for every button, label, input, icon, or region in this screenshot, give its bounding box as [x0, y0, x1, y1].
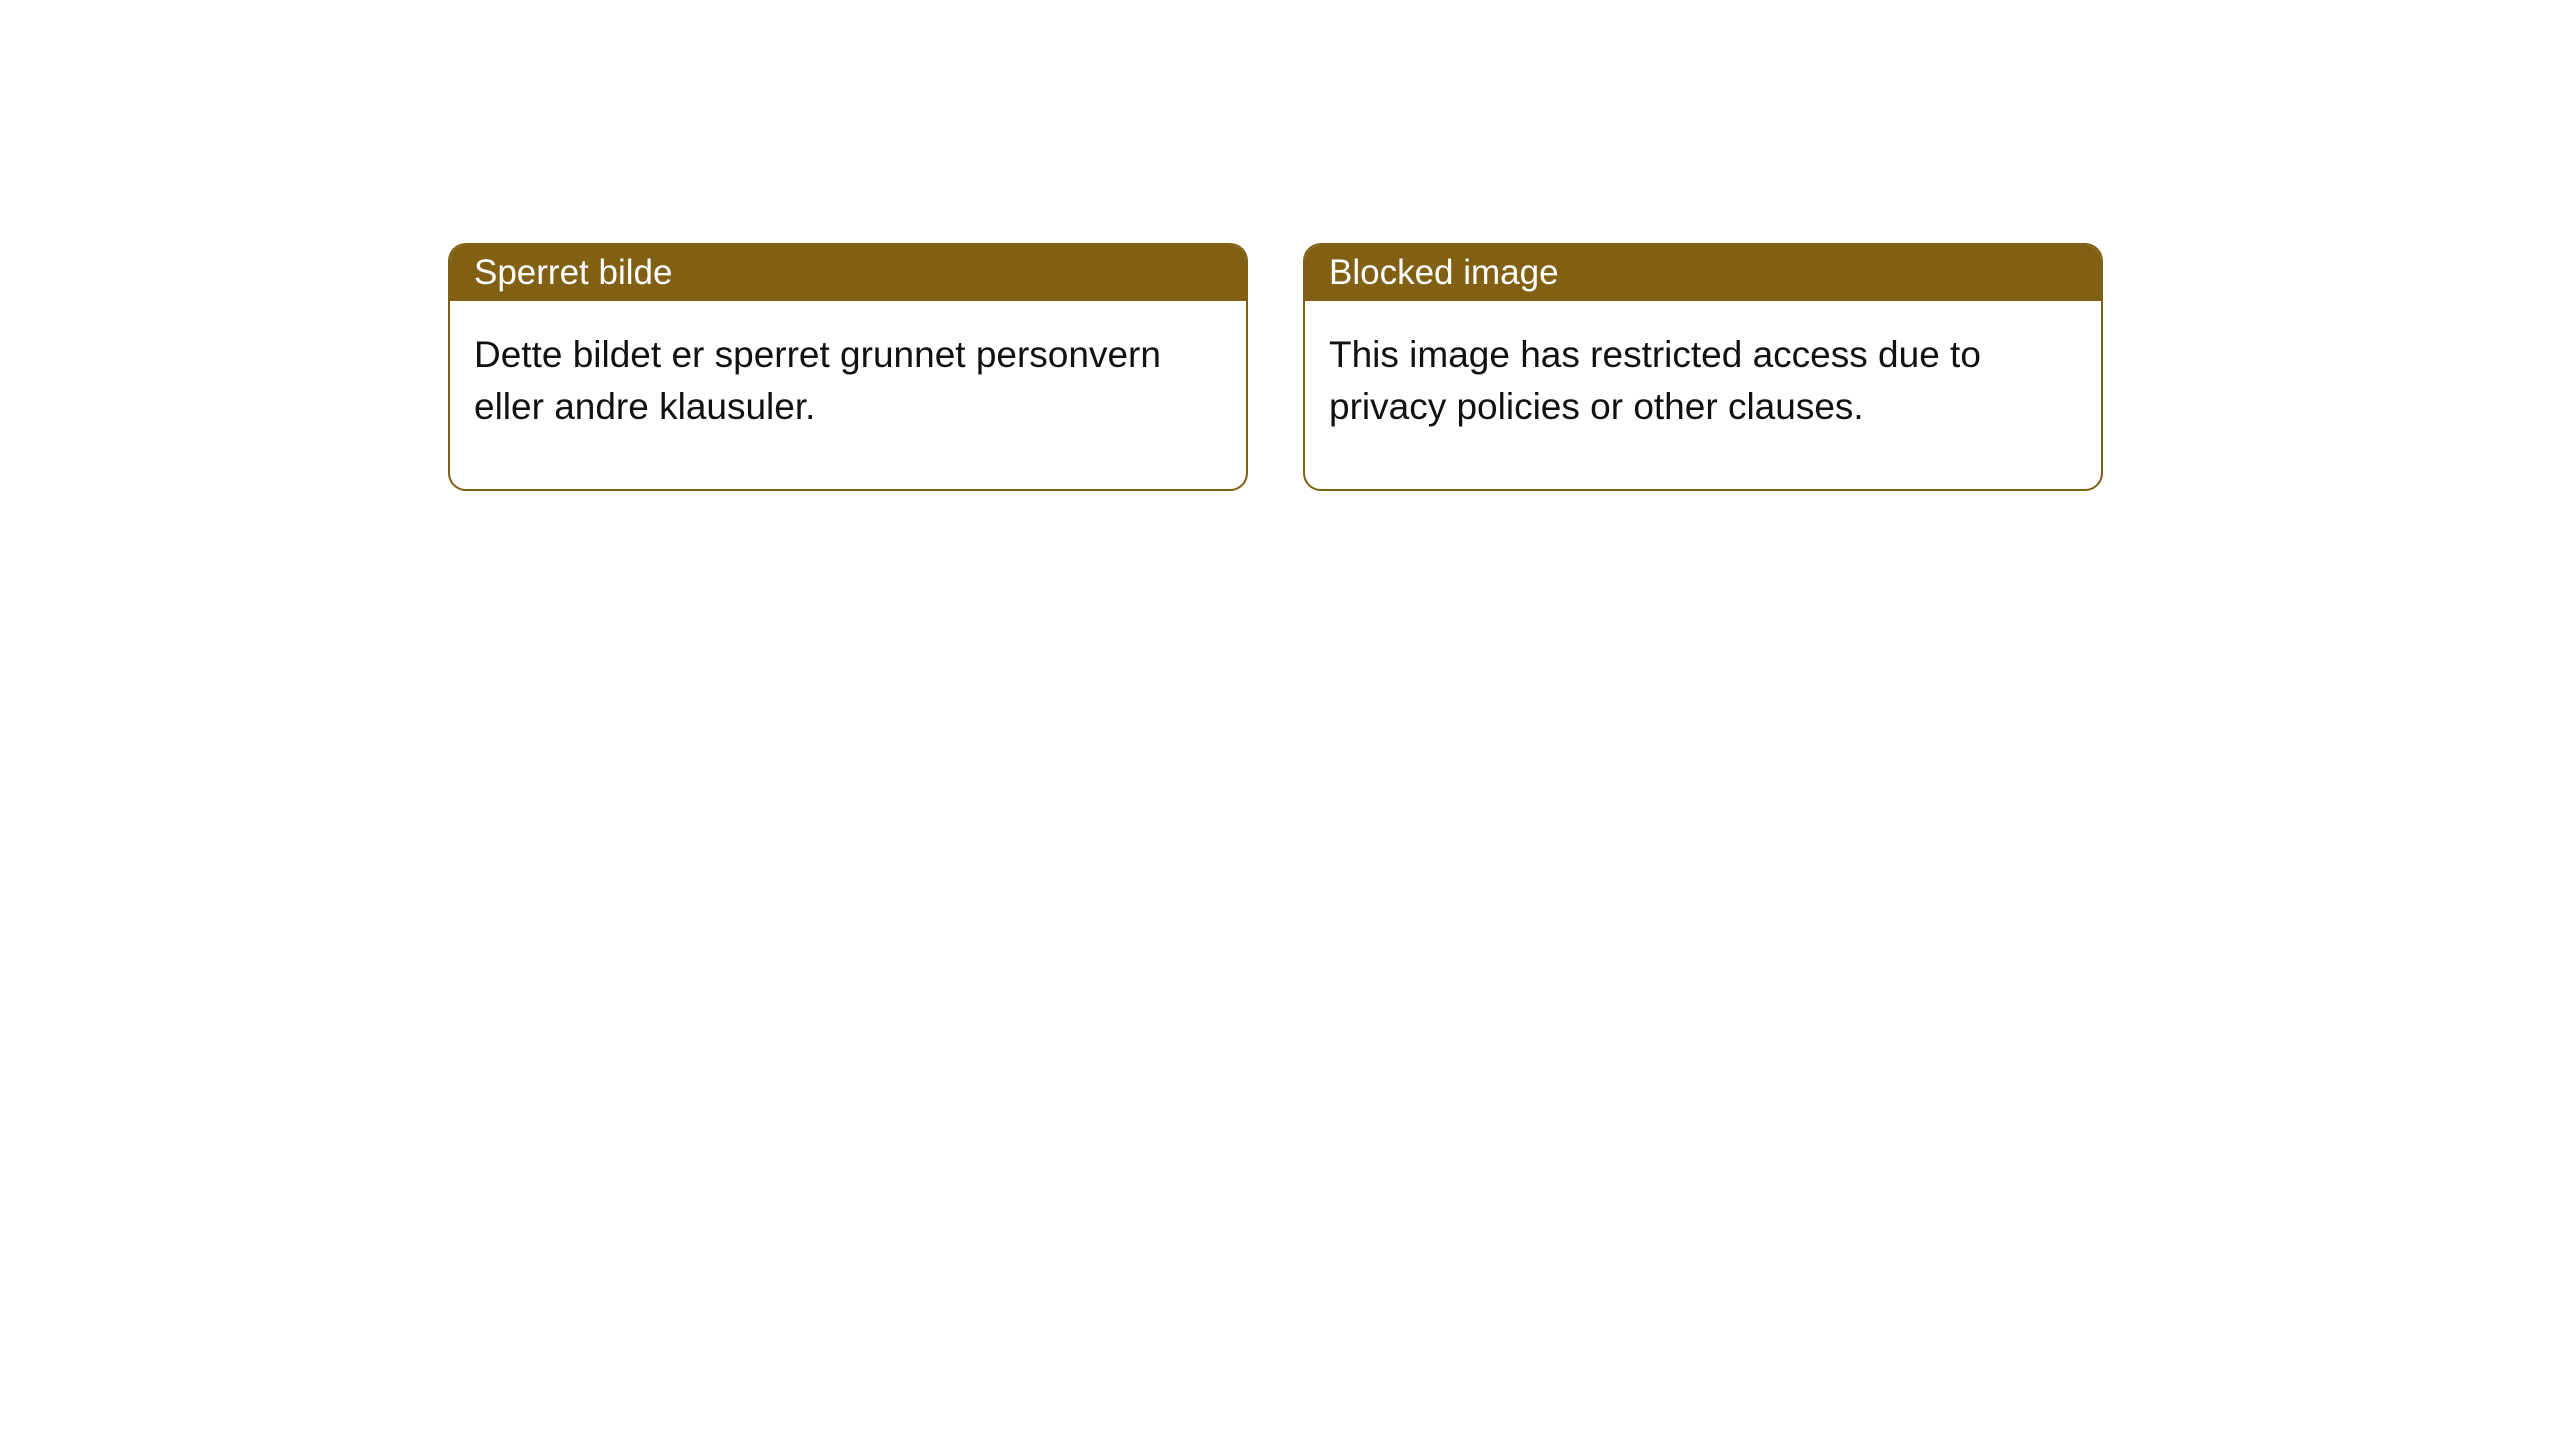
- notice-header: Sperret bilde: [450, 245, 1246, 301]
- notice-box-norwegian: Sperret bilde Dette bildet er sperret gr…: [448, 243, 1248, 491]
- notice-body: Dette bildet er sperret grunnet personve…: [450, 301, 1246, 489]
- notice-message: This image has restricted access due to …: [1329, 334, 1981, 427]
- notice-title: Blocked image: [1329, 253, 1559, 292]
- notice-header: Blocked image: [1305, 245, 2101, 301]
- notice-box-english: Blocked image This image has restricted …: [1303, 243, 2103, 491]
- notice-body: This image has restricted access due to …: [1305, 301, 2101, 489]
- notice-container: Sperret bilde Dette bildet er sperret gr…: [0, 0, 2560, 491]
- notice-message: Dette bildet er sperret grunnet personve…: [474, 334, 1161, 427]
- notice-title: Sperret bilde: [474, 253, 672, 292]
